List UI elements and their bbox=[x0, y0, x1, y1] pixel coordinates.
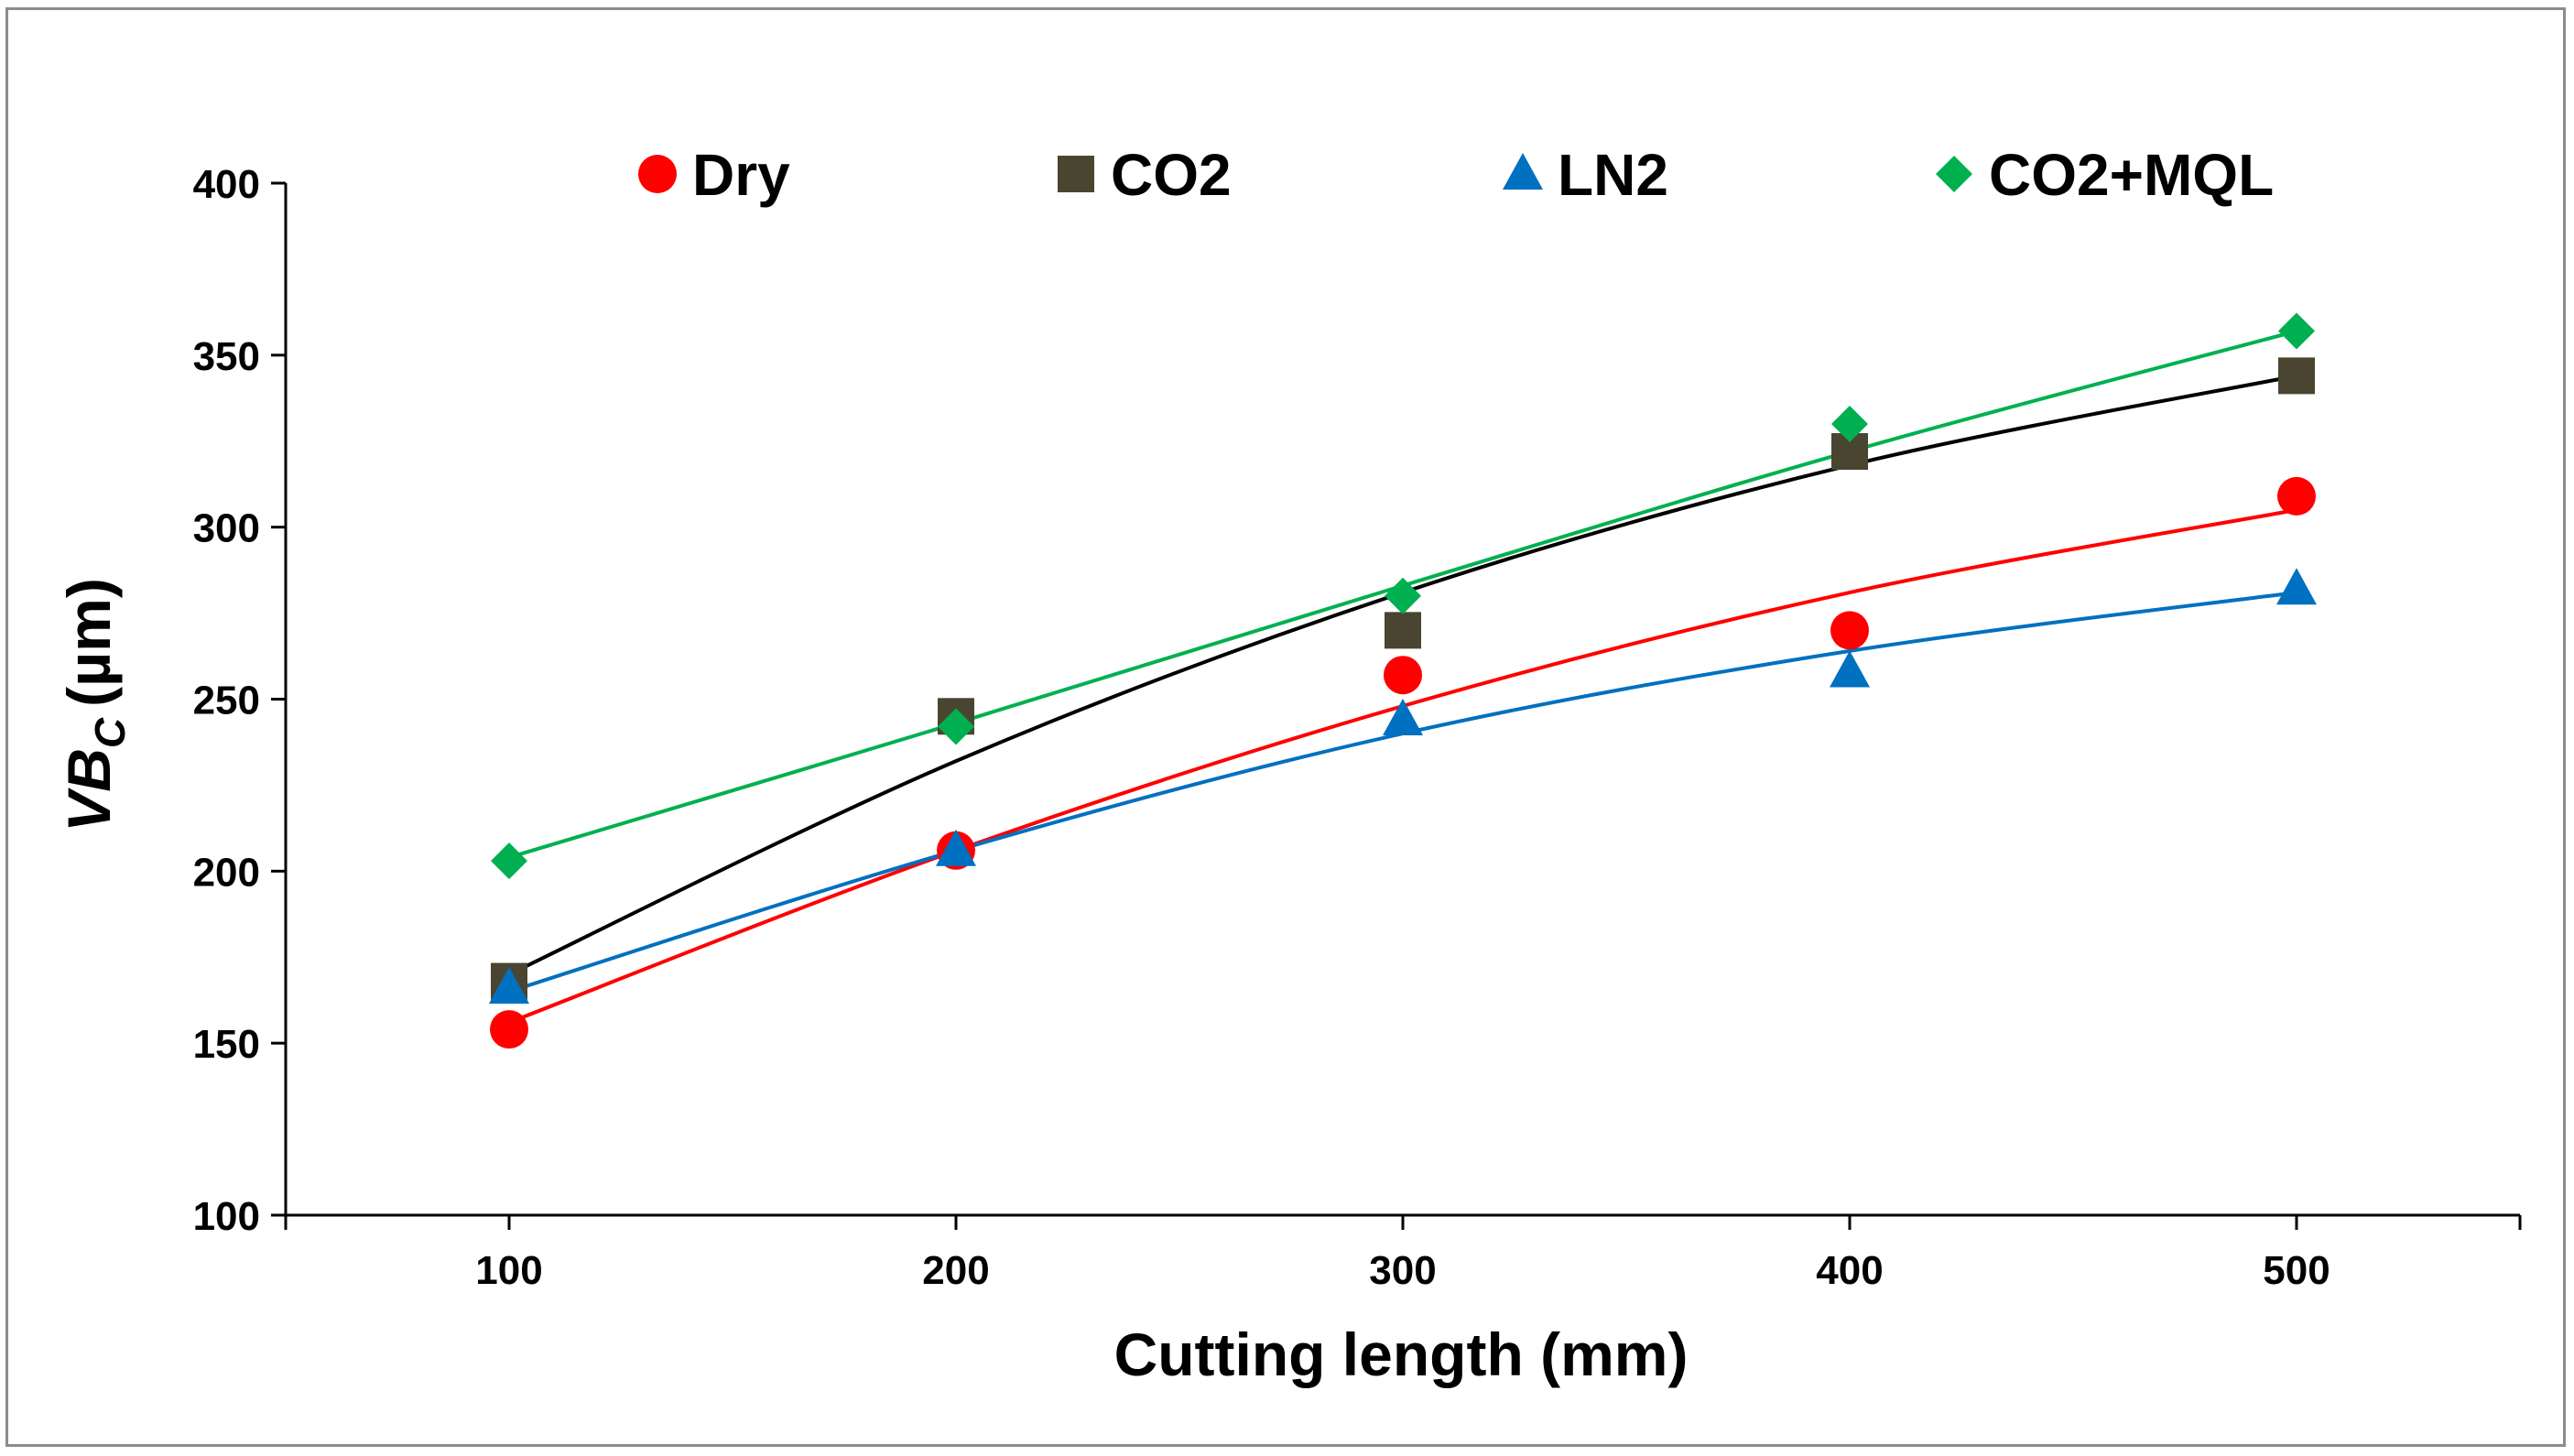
y-axis-ticks: 100 150 200 250 300 350 400 bbox=[193, 162, 286, 1239]
x-tick-label: 400 bbox=[1816, 1248, 1883, 1293]
svg-text:VBC(µm): VBC (µm) bbox=[55, 578, 134, 832]
legend-marker-co2-mql bbox=[1936, 156, 1972, 192]
y-axis-title-subscript: C bbox=[86, 717, 134, 748]
plot-area: 100 150 200 250 300 350 400 100 200 300 400 500 bbox=[193, 162, 2522, 1293]
legend: Dry CO2 LN2 CO2+MQL bbox=[638, 142, 2274, 208]
data-point-co2-mql bbox=[1831, 405, 1868, 442]
y-tick-label: 350 bbox=[193, 334, 260, 379]
legend-marker-dry bbox=[638, 155, 677, 193]
legend-item-ln2: LN2 bbox=[1503, 142, 1668, 208]
chart-frame bbox=[5, 7, 2566, 1447]
legend-marker-co2 bbox=[1058, 156, 1094, 192]
x-tick-label: 500 bbox=[2263, 1248, 2330, 1293]
legend-label-co2: CO2 bbox=[1111, 142, 1232, 208]
legend-label-co2-mql: CO2+MQL bbox=[1989, 142, 2274, 208]
y-tick-label: 150 bbox=[193, 1022, 260, 1067]
y-axis-title-main: VB bbox=[55, 748, 123, 832]
data-point-ln2 bbox=[936, 829, 976, 866]
x-axis-ticks: 100 200 300 400 500 bbox=[284, 1215, 2522, 1293]
data-point-co2-mql bbox=[1385, 577, 1421, 614]
legend-label-ln2: LN2 bbox=[1558, 142, 1668, 208]
data-markers bbox=[489, 312, 2317, 1049]
y-axis-title: VBC (µm) bbox=[55, 578, 134, 832]
y-tick-label: 100 bbox=[193, 1194, 260, 1239]
legend-item-co2: CO2 bbox=[1058, 142, 1232, 208]
data-point-ln2 bbox=[2276, 568, 2317, 605]
y-tick-label: 250 bbox=[193, 679, 260, 723]
data-point-dry bbox=[1830, 611, 1869, 650]
data-point-dry bbox=[2277, 476, 2316, 516]
trendline-ln2 bbox=[508, 591, 2297, 994]
data-point-ln2 bbox=[1830, 650, 1870, 688]
y-tick-label: 300 bbox=[193, 506, 260, 551]
data-point-dry bbox=[1384, 656, 1422, 695]
data-point-ln2 bbox=[1383, 699, 1423, 736]
data-point-co2 bbox=[1385, 612, 1421, 649]
data-point-co2-mql bbox=[938, 708, 974, 745]
y-tick-label: 400 bbox=[193, 162, 260, 207]
x-tick-label: 100 bbox=[475, 1248, 542, 1293]
x-tick-label: 300 bbox=[1369, 1248, 1436, 1293]
data-point-dry bbox=[490, 1010, 528, 1049]
x-tick-label: 200 bbox=[922, 1248, 989, 1293]
x-axis-title: Cutting length (mm) bbox=[1114, 1320, 1689, 1388]
y-tick-label: 200 bbox=[193, 850, 260, 895]
legend-item-co2-mql: CO2+MQL bbox=[1936, 142, 2274, 208]
legend-label-dry: Dry bbox=[692, 142, 790, 208]
legend-marker-ln2 bbox=[1503, 153, 1543, 190]
y-axis-title-unit: (µm) bbox=[55, 578, 123, 707]
data-point-co2-mql bbox=[491, 842, 527, 880]
data-point-co2-mql bbox=[2278, 312, 2315, 350]
legend-item-dry: Dry bbox=[638, 142, 790, 208]
data-point-ln2 bbox=[489, 967, 529, 1005]
data-point-co2 bbox=[2278, 357, 2315, 395]
